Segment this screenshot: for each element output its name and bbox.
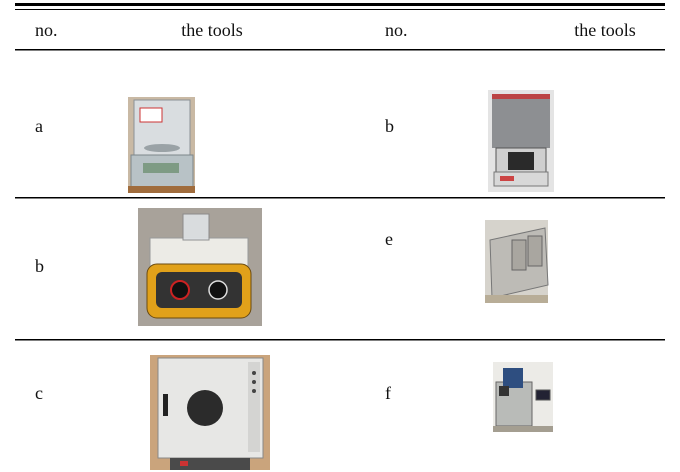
header-rule: [15, 49, 665, 51]
row-label: c: [35, 383, 43, 403]
header-cell: no.: [35, 20, 58, 40]
top-rule: [15, 3, 665, 6]
header-cell: the tools: [574, 20, 636, 40]
analyzer-photo: [493, 362, 553, 432]
instrument-photo: [485, 220, 549, 303]
row-label: a: [35, 116, 43, 136]
oven-photo: [150, 355, 270, 470]
header-cell: the tools: [181, 20, 243, 40]
balance-photo: [128, 97, 195, 193]
row-label: b: [35, 256, 44, 276]
hotplate-photo: [138, 208, 262, 326]
row-rule: [15, 339, 665, 341]
row-label: b: [385, 116, 394, 136]
top-rule: [15, 9, 665, 10]
furnace-photo: [488, 90, 554, 192]
header-cell: no.: [385, 20, 408, 40]
row-rule: [15, 197, 665, 199]
row-label: f: [385, 383, 391, 403]
row-label: e: [385, 229, 393, 249]
